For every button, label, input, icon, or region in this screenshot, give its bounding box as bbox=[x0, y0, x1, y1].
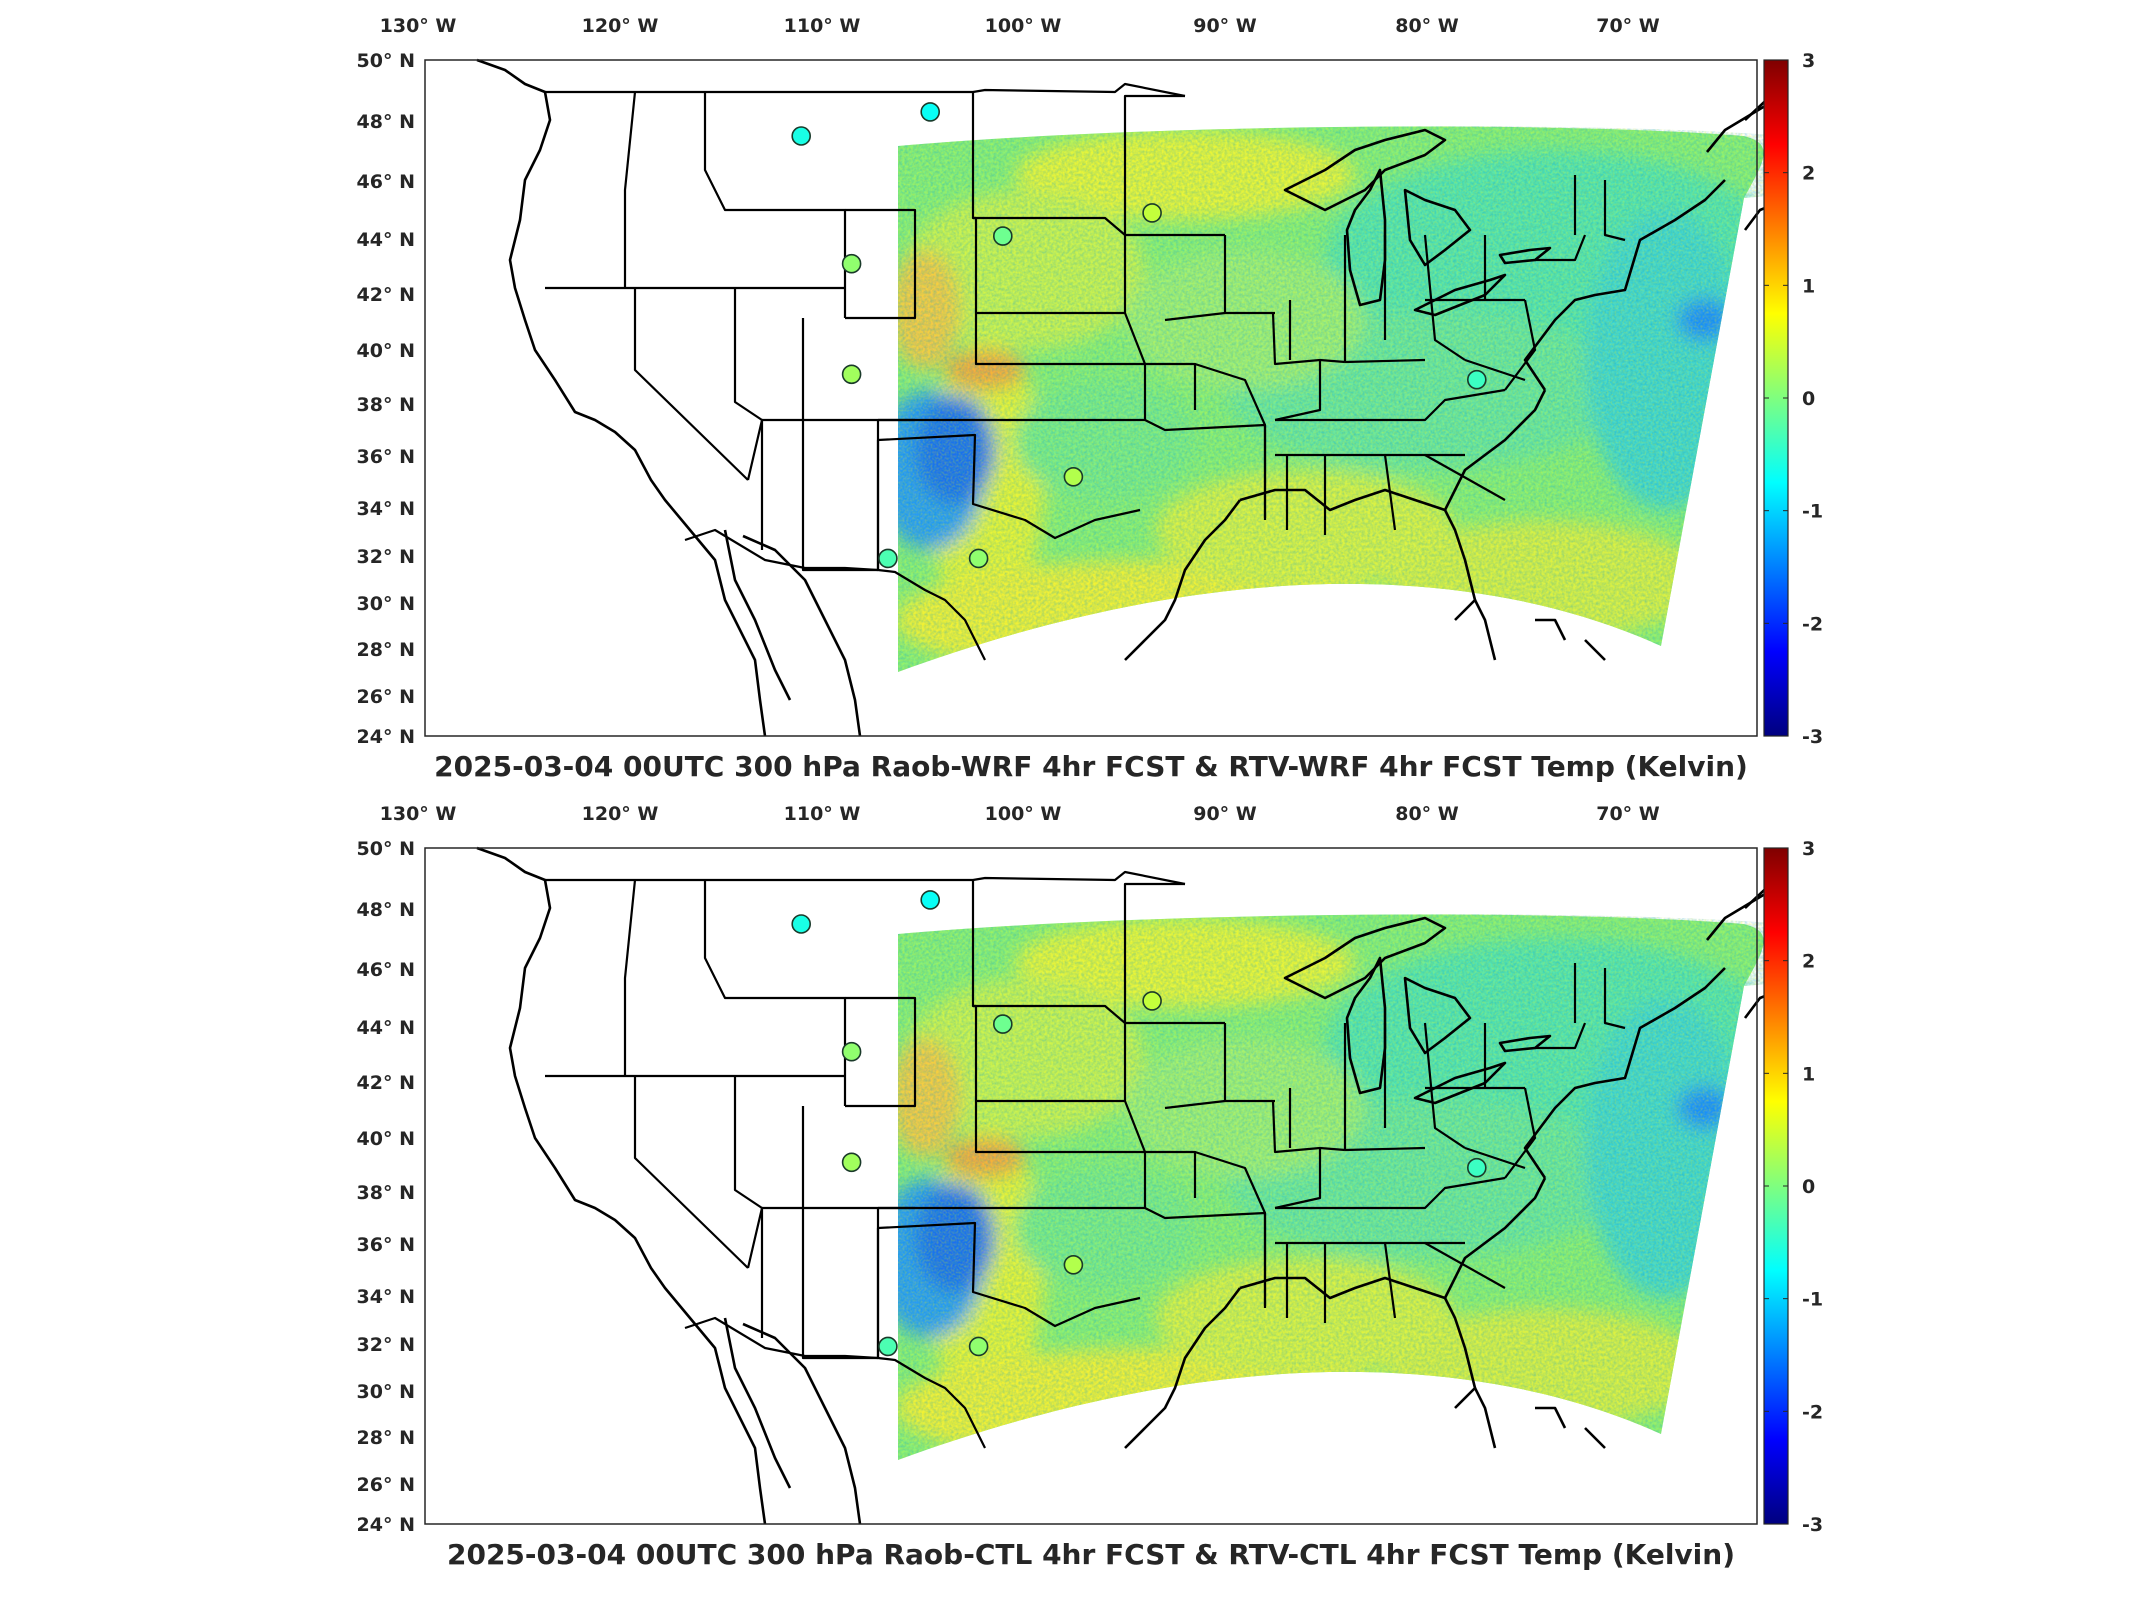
raob-station-marker bbox=[968, 1336, 989, 1357]
colorbar-top: 3 2 1 0 -1 -2 -3 bbox=[1763, 50, 1823, 748]
longitude-tick-label: 130° W bbox=[380, 15, 457, 37]
colorbar-tick-label: 2 bbox=[1802, 951, 1815, 973]
latitude-tick-label: 36° N bbox=[357, 446, 415, 468]
raob-station-marker bbox=[968, 548, 989, 569]
longitude-tick-label: 80° W bbox=[1395, 15, 1459, 37]
colorbar-tick-label: 0 bbox=[1802, 1176, 1815, 1198]
latitude-tick-label: 40° N bbox=[357, 1128, 415, 1150]
raob-station-marker bbox=[992, 226, 1013, 246]
longitude-tick-label: 120° W bbox=[582, 803, 659, 825]
latitude-tick-label: 30° N bbox=[357, 1381, 415, 1403]
longitude-tick-label: 100° W bbox=[985, 15, 1062, 37]
raob-station-marker bbox=[841, 1152, 862, 1173]
raob-station-marker bbox=[992, 1014, 1013, 1034]
colorbar-bottom: 3 2 1 0 -1 -2 -3 bbox=[1763, 838, 1823, 1536]
colorbar-tick-label: -3 bbox=[1802, 1514, 1823, 1536]
latitude-tick-label: 34° N bbox=[357, 498, 415, 520]
latitude-tick-label: 32° N bbox=[357, 1334, 415, 1356]
latitude-tick-label: 50° N bbox=[357, 838, 415, 860]
longitude-tick-label: 90° W bbox=[1193, 15, 1257, 37]
latitude-tick-label: 30° N bbox=[357, 593, 415, 615]
map-axes-frame bbox=[424, 59, 1758, 737]
latitude-tick-label: 46° N bbox=[357, 171, 415, 193]
latitude-tick-label: 34° N bbox=[357, 1286, 415, 1308]
latitude-tick-label: 42° N bbox=[357, 1072, 415, 1094]
longitude-tick-label: 100° W bbox=[985, 803, 1062, 825]
latitude-tick-label: 32° N bbox=[357, 546, 415, 568]
colorbar-tick-label: 2 bbox=[1802, 163, 1815, 185]
colorbar-tick-label: -2 bbox=[1802, 1401, 1823, 1423]
panel-title-top: 2025-03-04 00UTC 300 hPa Raob-WRF 4hr FC… bbox=[434, 750, 1748, 783]
longitude-tick-label: 90° W bbox=[1193, 803, 1257, 825]
colorbar-tick-label: 3 bbox=[1802, 838, 1815, 860]
latitude-tick-label: 42° N bbox=[357, 284, 415, 306]
raob-station-marker bbox=[920, 102, 941, 122]
raob-station-marker bbox=[791, 126, 812, 146]
longitude-tick-label: 120° W bbox=[582, 15, 659, 37]
raob-station-marker bbox=[920, 890, 941, 910]
longitude-tick-label: 110° W bbox=[784, 803, 861, 825]
latitude-tick-label: 44° N bbox=[357, 1017, 415, 1039]
colorbar-tick-label: -1 bbox=[1802, 1289, 1823, 1311]
latitude-tick-label: 24° N bbox=[357, 1514, 415, 1536]
colorbar-tick-label: -3 bbox=[1802, 726, 1823, 748]
raob-station-marker bbox=[841, 1041, 862, 1062]
latitude-tick-label: 46° N bbox=[357, 959, 415, 981]
latitude-tick-label: 24° N bbox=[357, 726, 415, 748]
colorbar-tick-label: 1 bbox=[1802, 275, 1815, 297]
latitude-tick-label: 40° N bbox=[357, 340, 415, 362]
latitude-tick-label: 44° N bbox=[357, 229, 415, 251]
colorbar-tick-label: -1 bbox=[1802, 501, 1823, 523]
latitude-tick-label: 28° N bbox=[357, 639, 415, 661]
map-panel-bottom bbox=[424, 847, 1785, 1525]
raob-station-marker bbox=[1142, 991, 1162, 1011]
raob-station-marker bbox=[878, 548, 898, 569]
latitude-tick-label: 48° N bbox=[357, 899, 415, 921]
raob-station-marker bbox=[1467, 369, 1487, 390]
raob-station-marker bbox=[1063, 1254, 1084, 1275]
latitude-tick-label: 26° N bbox=[357, 686, 415, 708]
colorbar-tick-label: 0 bbox=[1802, 388, 1815, 410]
raob-station-marker bbox=[878, 1336, 898, 1357]
latitude-tick-label: 48° N bbox=[357, 111, 415, 133]
latitude-tick-label: 36° N bbox=[357, 1234, 415, 1256]
longitude-tick-label: 110° W bbox=[784, 15, 861, 37]
latitude-tick-label: 38° N bbox=[357, 1182, 415, 1204]
panel-title-bottom: 2025-03-04 00UTC 300 hPa Raob-CTL 4hr FC… bbox=[447, 1538, 1735, 1571]
longitude-tick-label: 70° W bbox=[1596, 803, 1660, 825]
map-axes-frame bbox=[424, 847, 1758, 1525]
colorbar-tick-label: 3 bbox=[1802, 50, 1815, 72]
latitude-tick-label: 50° N bbox=[357, 50, 415, 72]
raob-station-marker bbox=[791, 914, 812, 934]
latitude-tick-label: 26° N bbox=[357, 1474, 415, 1496]
longitude-tick-label: 70° W bbox=[1596, 15, 1660, 37]
colorbar-tick-label: 1 bbox=[1802, 1063, 1815, 1085]
raob-station-marker bbox=[1142, 203, 1162, 223]
raob-station-marker bbox=[1063, 466, 1084, 487]
latitude-tick-label: 28° N bbox=[357, 1427, 415, 1449]
longitude-tick-label: 130° W bbox=[380, 803, 457, 825]
latitude-tick-label: 38° N bbox=[357, 394, 415, 416]
raob-station-marker bbox=[841, 253, 862, 274]
longitude-tick-label: 80° W bbox=[1395, 803, 1459, 825]
colorbar-tick-label: -2 bbox=[1802, 613, 1823, 635]
raob-station-marker bbox=[841, 364, 862, 385]
map-panel-top bbox=[424, 59, 1785, 737]
raob-station-marker bbox=[1467, 1157, 1487, 1178]
